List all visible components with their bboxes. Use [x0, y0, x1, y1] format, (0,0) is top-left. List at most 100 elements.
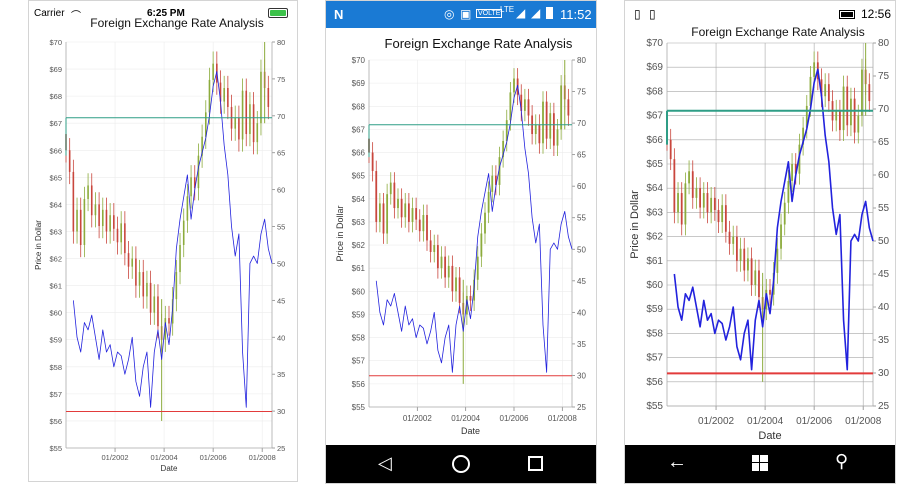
candle-body	[433, 245, 436, 253]
y-tick-label-secondary: 60	[277, 186, 285, 195]
candle-body	[743, 248, 746, 271]
status-time: 11:52	[560, 7, 592, 22]
y-tick-label-secondary: 30	[878, 368, 890, 379]
candle-body	[175, 272, 178, 300]
candle-body	[245, 90, 248, 135]
back-arrow-icon[interactable]: ←	[667, 451, 687, 473]
candle-body	[820, 79, 823, 97]
candle-body	[827, 84, 830, 102]
chart-title: Foreign Exchange Rate Analysis	[691, 25, 864, 39]
y-tick-label-primary: $66	[646, 135, 663, 146]
y-tick-label-secondary: 55	[577, 214, 586, 223]
candle-body	[146, 282, 148, 297]
candle-body	[138, 272, 141, 286]
x-tick-label: 01/2002	[101, 453, 128, 462]
chart-title: Foreign Exchange Rate Analysis	[90, 16, 263, 30]
candle-body	[378, 203, 381, 222]
y-tick-label-secondary: 75	[277, 75, 285, 84]
y-tick-label-primary: $60	[646, 280, 663, 291]
phone-screen-android: N ◎ ▣ VOLTE LTE ◢ ◢ 11:52 Foreign Exchan…	[325, 0, 597, 484]
candle-body	[857, 115, 860, 133]
y-tick-label-secondary: 40	[878, 302, 890, 313]
chart-android: Foreign Exchange Rate Analysis $55 $56 $57 $…	[335, 36, 586, 436]
candle-body	[758, 270, 760, 298]
candle-body	[842, 86, 845, 131]
candle-body	[850, 98, 852, 126]
candle-body	[208, 79, 211, 113]
candle-body	[739, 248, 742, 261]
candle-body	[783, 202, 786, 225]
y-tick-label-primary: $70	[49, 38, 62, 47]
home-icon[interactable]	[452, 455, 470, 473]
x-tick-label: 01/2004	[151, 453, 178, 462]
candle-body	[560, 85, 563, 130]
trend-line-series	[72, 71, 273, 408]
candle-body	[197, 155, 200, 189]
y-tick-label-secondary: 40	[277, 333, 285, 342]
candle-body	[673, 159, 676, 213]
chart-windows: Foreign Exchange Rate Analysis $55 $56 $57 $…	[629, 25, 890, 442]
y-tick-label-primary: $59	[646, 304, 663, 315]
y-tick-label-secondary: 50	[878, 236, 890, 247]
candle-body	[153, 296, 156, 313]
candle-body	[476, 256, 479, 280]
y-tick-label-primary: $55	[646, 401, 663, 412]
candle-body	[505, 120, 508, 141]
y-tick-label-secondary: 45	[878, 269, 890, 280]
candle-body	[371, 152, 374, 172]
y-tick-label-primary: $68	[49, 92, 62, 101]
windows-logo-icon[interactable]	[752, 455, 768, 471]
candle-body	[669, 139, 672, 160]
cellular-icon-2: ◢	[531, 6, 541, 20]
windows-nav-bar: ← ⚲	[625, 445, 895, 483]
y-tick-label-secondary: 25	[277, 444, 285, 453]
candle-body	[238, 117, 240, 140]
y-tick-label-secondary: 80	[277, 38, 285, 47]
candle-body	[750, 258, 753, 285]
candle-body	[241, 90, 244, 140]
candle-body	[677, 193, 679, 213]
candle-body	[127, 253, 130, 267]
candle-body	[484, 212, 486, 234]
candle-body	[780, 224, 782, 249]
y-tick-label-primary: $61	[352, 264, 366, 273]
candle-body	[105, 209, 108, 232]
y-tick-label-secondary: 50	[277, 259, 285, 268]
candle-body	[556, 129, 559, 146]
trend-line-series	[375, 84, 573, 373]
y-tick-label-primary: $66	[49, 146, 62, 155]
y-tick-label-primary: $64	[646, 183, 663, 194]
y-tick-label-secondary: 30	[277, 407, 285, 416]
recents-icon[interactable]	[528, 456, 543, 471]
y-axis-label: Price in Dollar	[629, 190, 641, 259]
candle-body	[527, 99, 530, 116]
y-tick-label-secondary: 60	[577, 182, 586, 191]
candle-body	[691, 171, 694, 198]
search-icon[interactable]: ⚲	[835, 451, 849, 471]
candle-body	[835, 110, 838, 121]
y-tick-label-primary: $56	[352, 380, 366, 389]
wifi-icon: ⌒	[71, 11, 81, 22]
back-icon[interactable]: ◁	[378, 453, 392, 473]
y-tick-label-secondary: 45	[277, 296, 285, 305]
y-tick-label-secondary: 55	[277, 223, 285, 232]
candle-body	[513, 78, 515, 93]
candle-body	[389, 182, 392, 195]
candle-body	[68, 150, 71, 172]
candle-body	[94, 204, 97, 216]
y-tick-label-secondary: 65	[277, 149, 285, 158]
y-tick-label-secondary: 45	[577, 277, 586, 286]
candle-body	[802, 127, 805, 145]
y-tick-label-secondary: 25	[878, 401, 890, 412]
y-tick-label-secondary: 80	[878, 38, 890, 49]
candle-body	[157, 296, 159, 327]
y-tick-label-primary: $62	[49, 255, 62, 264]
y-tick-label-secondary: 65	[878, 137, 890, 148]
candle-body	[426, 214, 428, 241]
candle-body	[186, 196, 189, 221]
y-tick-label-primary: $56	[646, 377, 663, 388]
y-tick-label-primary: $69	[646, 62, 663, 73]
candle-body	[706, 193, 709, 213]
candle-body	[256, 123, 259, 143]
candle-body	[491, 175, 494, 192]
